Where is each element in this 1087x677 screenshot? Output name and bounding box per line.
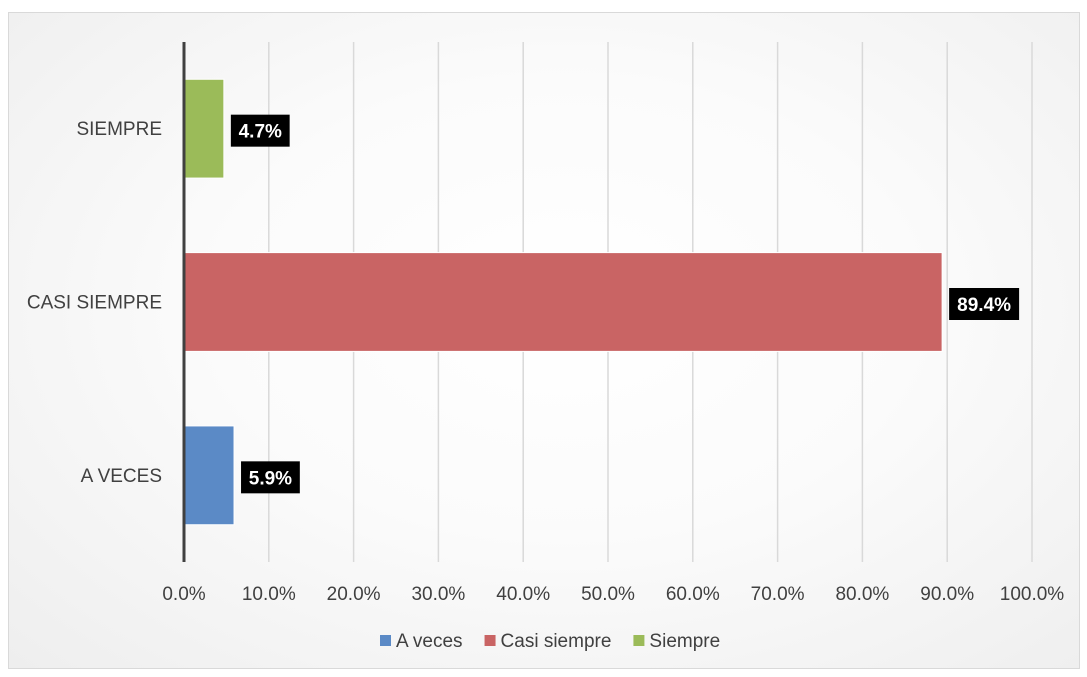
data-label-text: 5.9%: [249, 468, 292, 489]
data-label: 5.9%: [241, 461, 300, 494]
category-label: CASI SIEMPRE: [27, 293, 162, 314]
bar: [183, 78, 225, 179]
legend-label: Siempre: [649, 631, 720, 652]
x-tick-label: 100.0%: [1000, 584, 1065, 605]
data-label-box: [230, 114, 290, 147]
x-tick-label: 90.0%: [920, 584, 974, 605]
data-label: 89.4%: [949, 288, 1020, 320]
x-tick-label: 50.0%: [581, 584, 635, 605]
data-labels: 5.9% 89.4% 4.7%: [230, 114, 1020, 494]
data-label-box: [241, 461, 300, 494]
data-label: 4.7%: [230, 114, 290, 147]
bar: [183, 425, 235, 526]
legend-item: Siempre: [633, 631, 720, 652]
x-tick-labels: 0.0% 10.0% 20.0% 30.0% 40.0% 50.0% 60.0% 70.0% 8…: [162, 584, 1064, 605]
legend-item: A veces: [380, 631, 463, 652]
category-labels: A VECES CASI SIEMPRE SIEMPRE: [27, 119, 162, 487]
x-tick-label: 0.0%: [162, 584, 205, 605]
legend-swatch: [380, 635, 391, 646]
data-label-text: 89.4%: [957, 295, 1011, 316]
legend-item: Casi siempre: [484, 631, 612, 652]
legend-swatch: [633, 635, 645, 646]
bar: [183, 252, 943, 352]
x-tick-label: 40.0%: [496, 584, 550, 605]
x-tick-label: 20.0%: [327, 584, 381, 605]
legend-label: A veces: [396, 631, 463, 652]
legend-label: Casi siempre: [501, 631, 612, 652]
category-label: SIEMPRE: [76, 119, 162, 140]
x-tick-label: 10.0%: [242, 584, 296, 605]
x-tick-label: 30.0%: [411, 584, 465, 605]
data-label-box: [949, 288, 1020, 320]
x-tick-label: 60.0%: [666, 584, 720, 605]
x-tick-label: 80.0%: [835, 584, 889, 605]
bars: [183, 78, 943, 526]
x-tick-label: 70.0%: [751, 584, 805, 605]
legend: A veces Casi siempre Siempre: [380, 631, 720, 652]
category-label: A VECES: [81, 466, 162, 487]
legend-swatch: [484, 635, 496, 646]
data-label-text: 4.7%: [239, 122, 282, 143]
